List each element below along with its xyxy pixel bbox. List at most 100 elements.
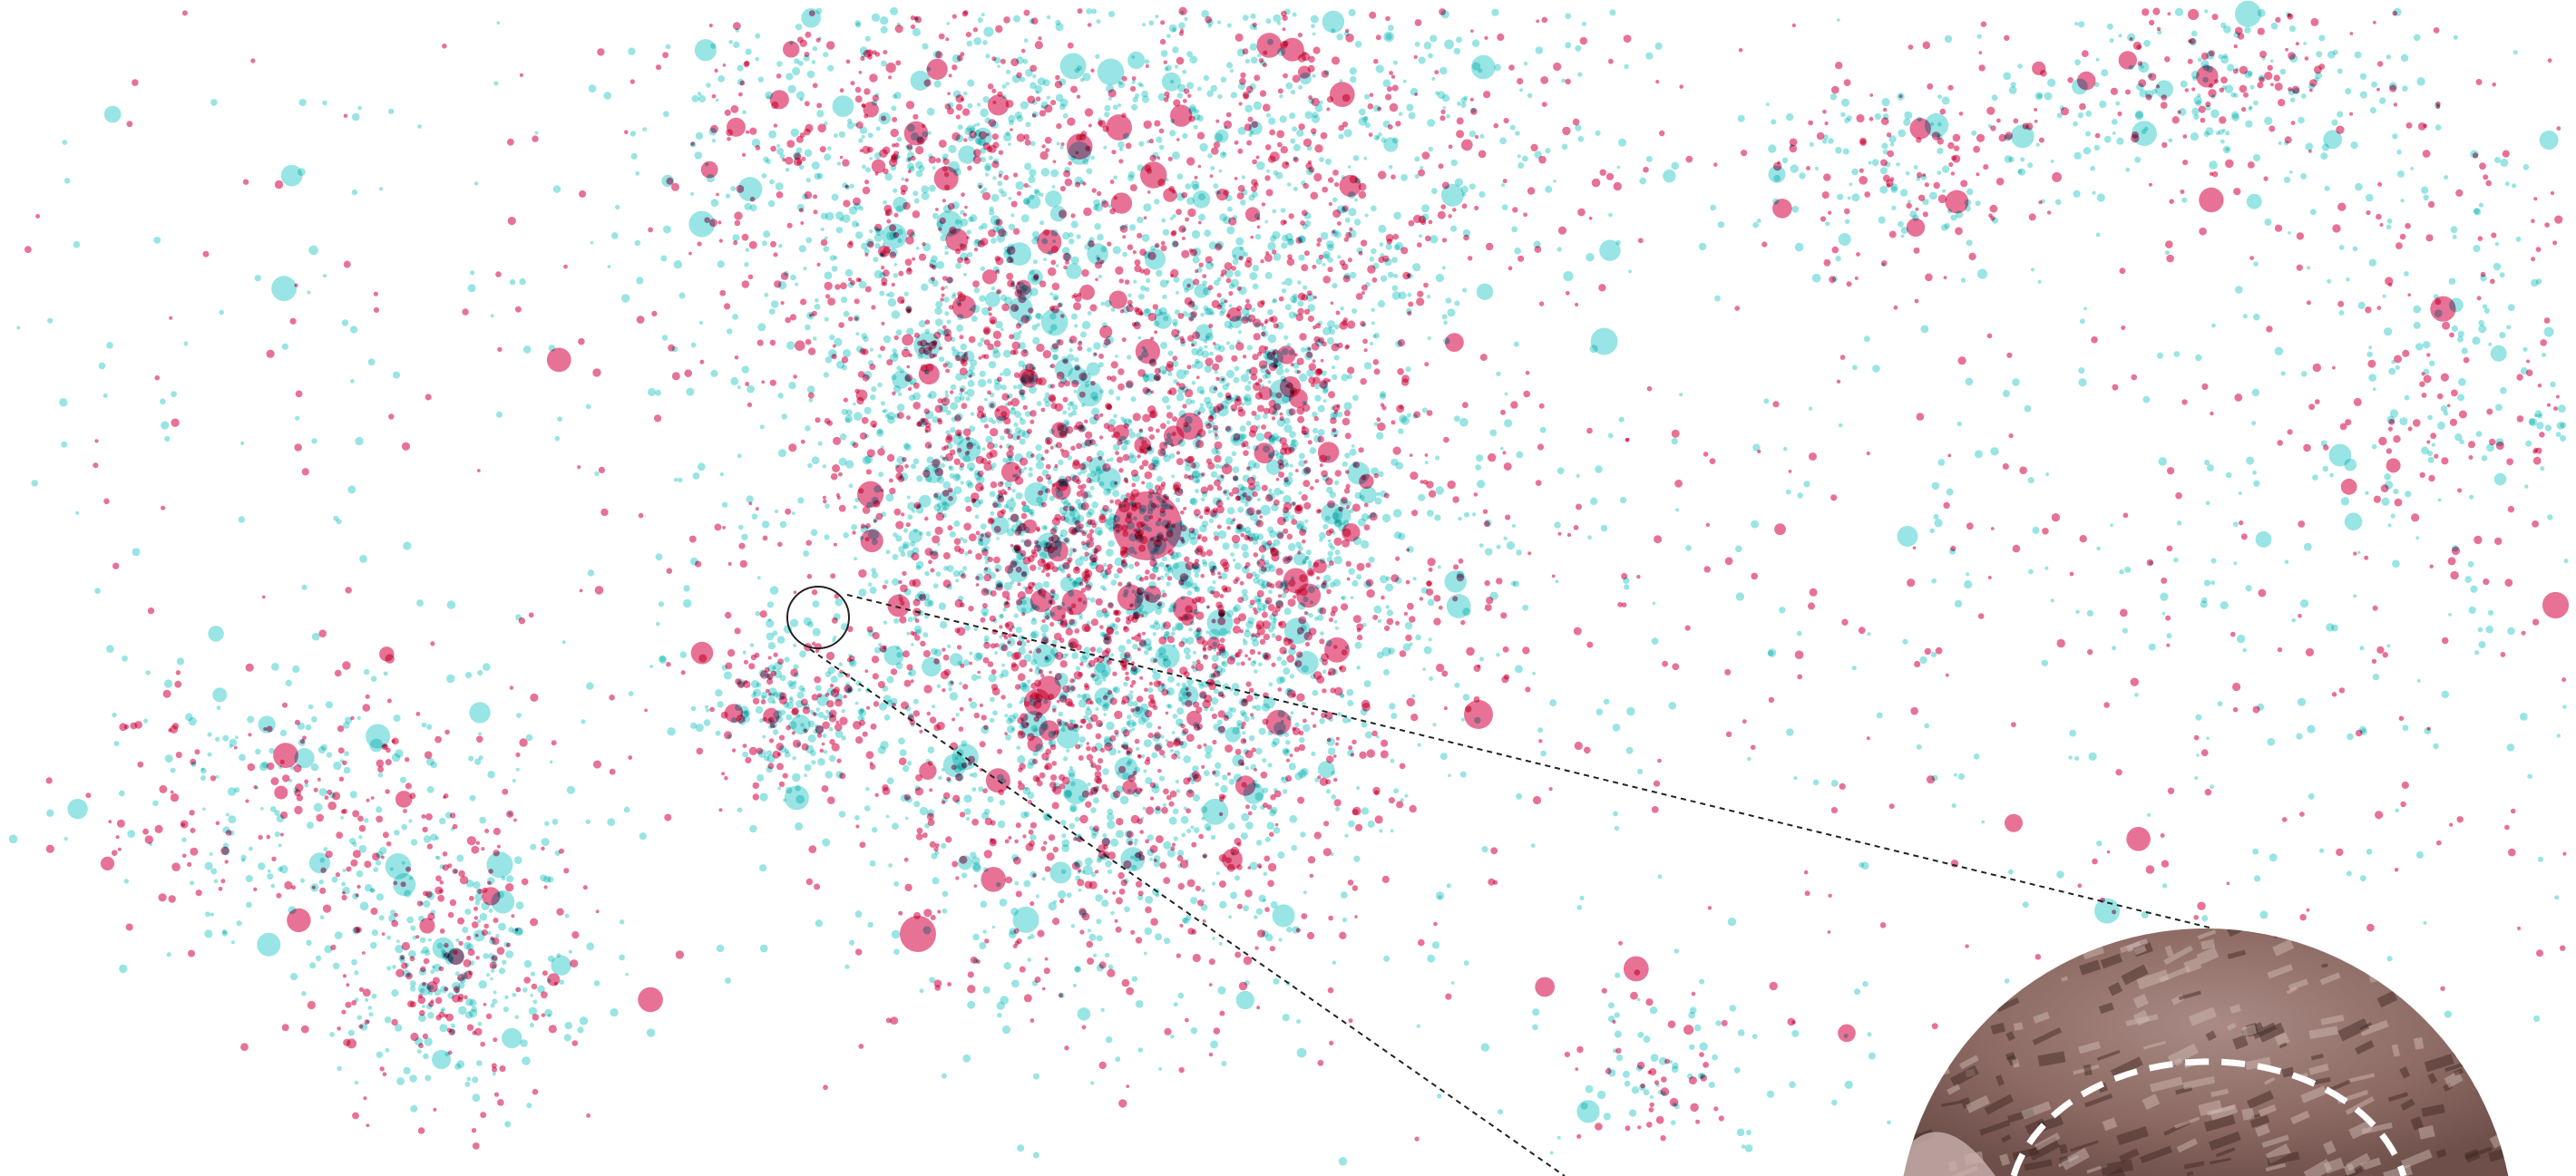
dot	[1298, 617, 1306, 625]
dot	[1315, 104, 1323, 112]
dot	[1081, 502, 1089, 510]
dot	[864, 180, 869, 184]
dot	[1246, 141, 1252, 146]
dot	[1108, 389, 1115, 395]
dot	[717, 220, 721, 224]
dot	[1254, 552, 1259, 558]
dot	[1106, 549, 1114, 557]
dot	[913, 616, 918, 620]
dot	[1332, 283, 1337, 288]
dot	[1422, 407, 1428, 413]
dot	[978, 533, 991, 547]
dot	[1222, 774, 1227, 780]
dot	[1462, 287, 1467, 292]
dot	[1144, 650, 1148, 655]
dot	[1421, 588, 1428, 594]
dot	[807, 71, 815, 79]
dot	[1198, 193, 1205, 200]
dot	[1311, 383, 1315, 387]
dot	[831, 473, 838, 481]
dot	[1436, 664, 1444, 672]
dot	[974, 627, 978, 631]
dot	[1020, 539, 1024, 543]
dot	[1273, 15, 1281, 23]
dot	[797, 497, 804, 503]
dot	[990, 238, 997, 244]
dot	[746, 248, 750, 252]
dot	[1175, 64, 1178, 68]
dot	[981, 267, 985, 271]
dot	[1398, 428, 1403, 433]
dot	[1127, 639, 1132, 645]
dot	[988, 661, 994, 667]
dot	[912, 402, 921, 410]
dot	[1434, 595, 1441, 602]
dot	[1211, 263, 1215, 267]
dot	[1173, 481, 1181, 490]
dot	[1006, 273, 1013, 280]
dot	[1015, 112, 1022, 119]
dot	[1319, 532, 1326, 539]
dot	[1257, 226, 1261, 229]
dot	[728, 40, 733, 44]
dot	[969, 374, 972, 378]
dot	[1176, 291, 1179, 295]
dot	[1241, 544, 1248, 551]
dot	[1060, 660, 1068, 667]
dot	[1028, 176, 1035, 183]
dot	[1206, 630, 1210, 634]
dot	[1411, 510, 1418, 516]
dot	[1025, 586, 1033, 594]
dot	[1223, 489, 1230, 496]
dot	[1233, 607, 1238, 612]
dot	[1244, 104, 1253, 112]
dot	[1014, 652, 1021, 659]
dot	[1368, 103, 1374, 110]
dot	[1347, 320, 1355, 328]
dot	[795, 24, 802, 30]
dot	[1142, 234, 1150, 242]
dot	[1349, 228, 1352, 231]
dot	[891, 129, 899, 137]
dot	[1282, 15, 1287, 21]
dot	[1023, 405, 1028, 410]
dot	[1117, 103, 1121, 107]
dot	[1153, 304, 1158, 309]
dot	[942, 647, 945, 651]
dot	[1266, 540, 1272, 546]
dot	[1036, 648, 1041, 654]
dot	[877, 429, 883, 434]
dot	[1103, 613, 1108, 618]
dot	[1319, 638, 1324, 644]
dot	[960, 244, 967, 251]
dot	[891, 374, 896, 380]
dot	[945, 394, 950, 398]
dot	[1128, 452, 1134, 458]
dot	[1213, 183, 1218, 189]
dot	[1318, 429, 1325, 436]
dot	[1251, 307, 1255, 312]
dot	[1576, 474, 1580, 478]
dot	[1008, 641, 1011, 645]
dot	[1060, 53, 1087, 80]
dot	[1180, 341, 1186, 346]
dot	[1038, 77, 1046, 85]
dot	[1504, 118, 1509, 123]
dot	[905, 236, 913, 244]
dot	[1113, 176, 1117, 180]
dot	[1082, 73, 1090, 81]
dot	[984, 574, 991, 581]
dot	[1071, 410, 1077, 415]
dot	[1606, 173, 1614, 180]
dot	[1149, 359, 1156, 366]
dot	[995, 25, 1002, 33]
dot	[1098, 121, 1103, 126]
dot	[971, 316, 978, 322]
dot	[1427, 510, 1434, 517]
dot	[1392, 291, 1400, 299]
dot	[1452, 208, 1457, 212]
dot	[1156, 476, 1163, 482]
dot	[1213, 405, 1220, 413]
dot	[1018, 430, 1025, 437]
dot	[1319, 718, 1324, 724]
